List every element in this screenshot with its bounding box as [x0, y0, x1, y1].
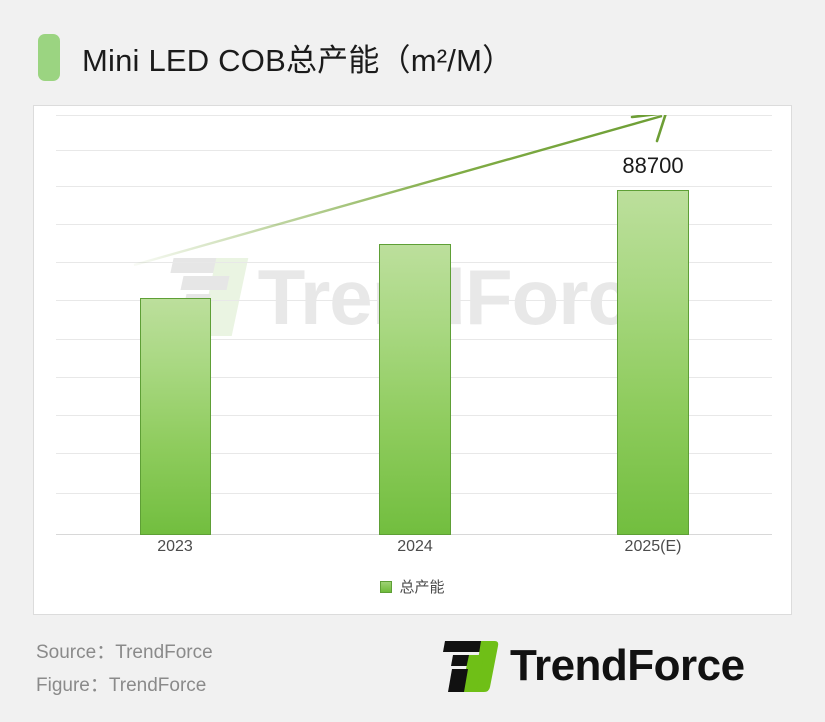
- trendforce-logo: TrendForce: [443, 638, 745, 694]
- bar-2023[interactable]: [140, 298, 211, 535]
- plot-area: TrendForce 88700: [56, 115, 772, 535]
- bar-2024[interactable]: [379, 244, 451, 535]
- gridline: [56, 115, 772, 116]
- x-tick-2024: 2024: [397, 538, 433, 555]
- chart-title-row: Mini LED COB总产能（m²/M）: [38, 32, 513, 82]
- watermark-text: TrendForce: [257, 253, 674, 341]
- bar-value-label-2025e: 88700: [622, 153, 684, 178]
- trendforce-logo-mark: [443, 641, 499, 692]
- chart-legend: 总产能: [34, 576, 791, 597]
- trendforce-logo-text: TrendForce: [510, 641, 745, 690]
- bar-2025e[interactable]: [617, 190, 689, 535]
- figure-line: Figure：TrendForce: [36, 675, 207, 696]
- x-tick-2025e: 2025(E): [624, 538, 682, 555]
- page-title: Mini LED COB总产能（m²/M）: [82, 42, 514, 78]
- legend-swatch-icon: [380, 580, 393, 593]
- gridline: [56, 150, 772, 151]
- title-accent-marker: [38, 33, 60, 81]
- source-line: Source：TrendForce: [36, 642, 213, 663]
- legend-label[interactable]: 总产能: [399, 579, 445, 596]
- footer-credits: Source：TrendForce Figure：TrendForce: [36, 636, 213, 702]
- x-tick-2023: 2023: [157, 538, 193, 555]
- chart-card: TrendForce 88700: [33, 105, 792, 615]
- gridline: [56, 186, 772, 187]
- x-axis: 2023 2024 2025(E): [56, 538, 772, 564]
